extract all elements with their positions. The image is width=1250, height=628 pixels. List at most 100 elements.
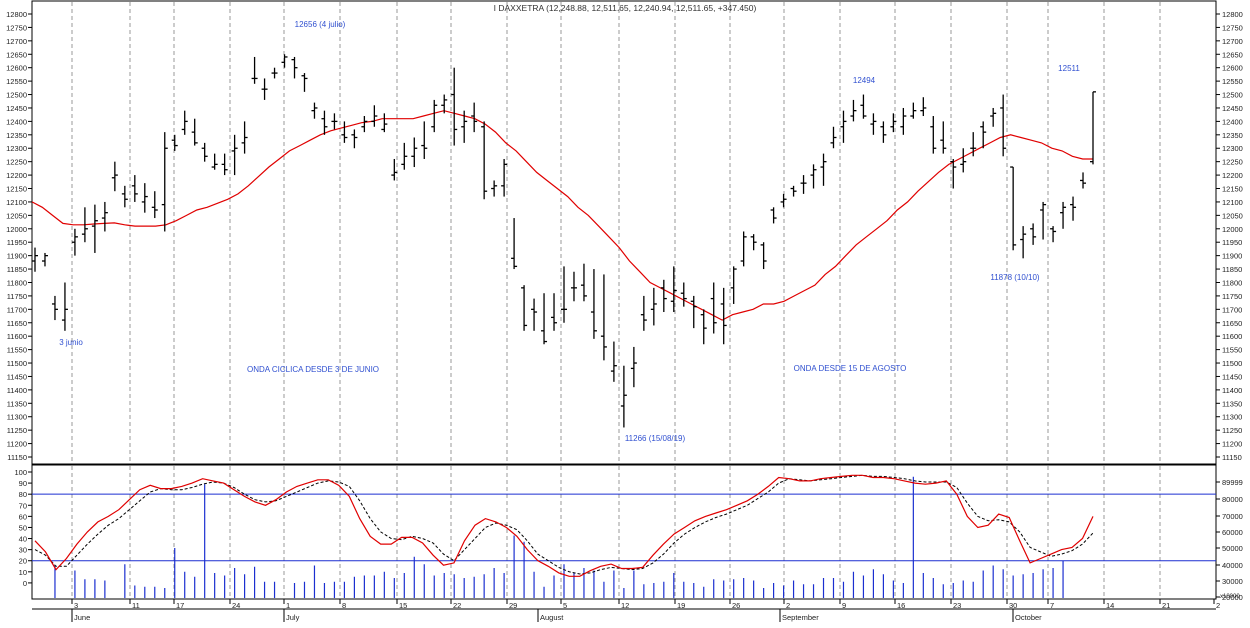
ohlc-bar [730, 266, 737, 304]
ohlc-bar [381, 113, 388, 133]
price-tick-label-right: 11900 [1222, 252, 1242, 261]
ohlc-bar [770, 207, 777, 224]
ohlc-bar [1000, 94, 1007, 157]
ohlc-bar [900, 107, 907, 135]
ohlc-bar [990, 107, 997, 127]
price-tick-label-right: 11450 [1222, 372, 1242, 381]
oscillator-tick-label: 50 [19, 523, 27, 532]
price-tick-label-left: 12750 [6, 23, 27, 32]
vertical-gridlines [71, 2, 1161, 598]
ohlc-bar [321, 110, 328, 135]
month-label: June [74, 613, 90, 622]
price-tick-label-left: 12000 [6, 225, 27, 234]
ohlc-bar [1030, 223, 1037, 245]
month-label: July [286, 613, 300, 622]
day-tick-label: 2 [786, 601, 790, 610]
price-tick-label-right: 12350 [1222, 131, 1243, 140]
price-tick-label-right: 12200 [1222, 171, 1243, 180]
ohlc-bar [710, 282, 717, 334]
volume-tick-label: 40000 [1222, 561, 1243, 570]
ohlc-bar [61, 282, 68, 331]
price-tick-label-right: 11500 [1222, 359, 1242, 368]
price-tick-label-left: 12700 [6, 37, 27, 46]
day-tick-label: 22 [453, 601, 461, 610]
oscillator-reference-lines [32, 493, 1216, 562]
day-tick-label: 21 [1162, 601, 1170, 610]
ohlc-bar [850, 99, 857, 122]
ohlc-bar [950, 158, 957, 189]
indicator-panel-frame [31, 464, 1217, 600]
ohlc-bar [311, 102, 318, 119]
oscillator-tick-label: 90 [19, 479, 27, 488]
ohlc-bar [351, 129, 358, 149]
ohlc-bar [610, 341, 617, 382]
price-tick-label-right: 12650 [1222, 50, 1243, 59]
ohlc-bar [640, 295, 647, 331]
price-tick-label-right: 12800 [1222, 10, 1243, 19]
ohlc-bar [341, 121, 348, 143]
oscillator-tick-label: 30 [19, 546, 27, 555]
ohlc-bar [930, 116, 937, 154]
oscillator-main-line [34, 474, 1094, 577]
price-tick-label-left: 12400 [6, 117, 27, 126]
ohlc-bar [760, 242, 767, 270]
ohlc-bar [421, 121, 428, 159]
annotation-onda-agosto: ONDA DESDE 15 DE AGOSTO [794, 364, 907, 373]
ohlc-bar [91, 204, 98, 253]
price-tick-label-left: 11950 [7, 238, 27, 247]
oscillator-tick-label: 0 [23, 579, 27, 588]
price-tick-label-left: 11900 [7, 252, 27, 261]
ohlc-bar [1080, 172, 1087, 189]
oscillator-y-axis: 0 10 20 30 40 50 60 70 80 90 100 89999 80000 70000 600… [14, 468, 1242, 602]
ohlc-bar [231, 134, 238, 176]
price-tick-label-right: 11800 [1222, 278, 1242, 287]
price-tick-label-left: 11350 [7, 399, 27, 408]
chart-title: I DAXXETRA (12,248.88, 12,511.65, 12,240… [494, 3, 757, 13]
ohlc-bar [71, 228, 78, 256]
ohlc-bar [491, 180, 498, 197]
ohlc-bar [171, 134, 178, 151]
ohlc-bar [161, 132, 168, 232]
price-tick-label-right: 12500 [1222, 91, 1243, 100]
price-tick-label-right: 12000 [1222, 225, 1243, 234]
price-tick-label-left: 12550 [6, 77, 27, 86]
price-tick-label-right: 12450 [1222, 104, 1243, 113]
ohlc-bar [800, 175, 807, 194]
oscillator-lines [34, 474, 1094, 577]
price-tick-label-left: 11300 [7, 413, 27, 422]
ohlc-bar [1090, 91, 1096, 165]
price-tick-label-left: 12600 [6, 64, 27, 73]
price-tick-label-right: 12700 [1222, 37, 1243, 46]
ohlc-bar [431, 99, 438, 133]
ohlc-bar [890, 113, 897, 133]
day-tick-label: 9 [842, 601, 846, 610]
date-x-axis: 3 11 17 24 1 8 15 22 29 5 12 19 26 2 9 16 23 30 7 14 21 2June… [32, 599, 1220, 622]
ohlc-bar [181, 110, 188, 135]
day-tick-label: 14 [1106, 601, 1114, 610]
volume-tick-label: 60000 [1222, 528, 1243, 537]
day-tick-label: 26 [732, 601, 740, 610]
ohlc-bar [261, 78, 268, 100]
price-tick-label-left: 12450 [6, 104, 27, 113]
price-tick-label-left: 11400 [7, 386, 27, 395]
ohlc-bar [451, 67, 458, 146]
price-tick-label-left: 12350 [6, 131, 27, 140]
ohlc-bar [471, 102, 478, 133]
ohlc-bar [251, 56, 258, 84]
oscillator-tick-label: 20 [19, 557, 27, 566]
ohlc-bar [870, 113, 877, 135]
ohlc-bar [81, 207, 88, 243]
price-tick-label-right: 12600 [1222, 64, 1243, 73]
ohlc-bar [630, 346, 637, 388]
ohlc-bar [820, 153, 827, 186]
annotation-3-junio: 3 junio [59, 338, 83, 347]
price-tick-label-left: 12150 [6, 185, 27, 194]
price-tick-label-left: 12200 [6, 171, 27, 180]
day-tick-label: 16 [897, 601, 905, 610]
day-tick-label: 15 [399, 601, 407, 610]
ohlc-bar [1050, 226, 1057, 243]
price-tick-label-left: 11450 [7, 372, 27, 381]
price-tick-label-right: 11150 [1222, 453, 1242, 462]
price-tick-label-right: 12250 [1222, 158, 1243, 167]
